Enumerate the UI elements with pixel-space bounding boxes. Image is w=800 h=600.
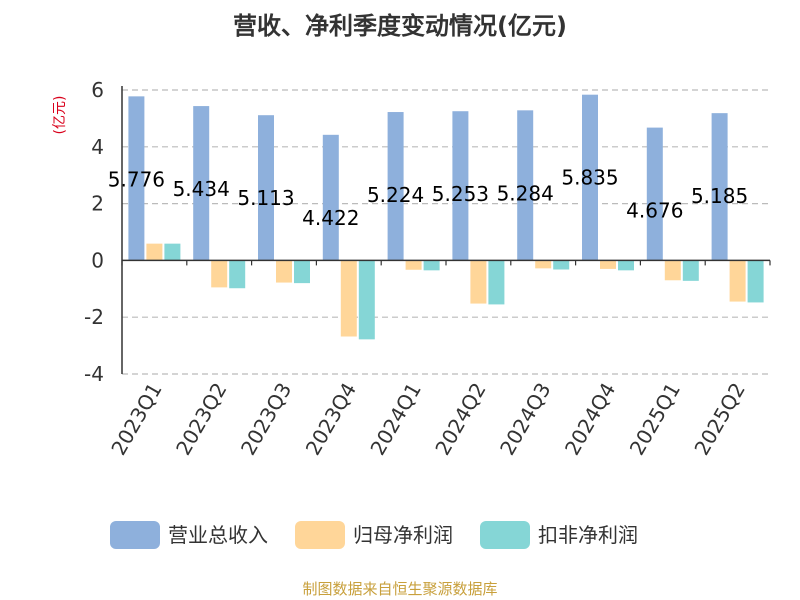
y-tick-label: -4 — [84, 362, 104, 386]
x-tick-label: 2024Q1 — [365, 379, 425, 460]
legend-swatch — [480, 521, 530, 549]
bar — [258, 115, 274, 261]
source-note: 制图数据来自恒生聚源数据库 — [302, 580, 497, 598]
y-tick-label: 4 — [91, 135, 104, 159]
bar — [387, 112, 404, 261]
bar — [646, 127, 663, 261]
y-axis-unit-label: (亿元) — [52, 96, 68, 135]
y-tick-label: 6 — [91, 78, 104, 102]
x-tick-label: 2023Q1 — [106, 379, 166, 460]
bar — [600, 260, 616, 269]
bar — [358, 260, 375, 340]
bar — [276, 260, 292, 283]
bar — [682, 260, 699, 281]
data-label: 5.776 — [108, 167, 165, 191]
y-tick-label: -2 — [84, 305, 104, 329]
bar — [164, 243, 181, 261]
bar — [553, 260, 570, 270]
bar — [618, 260, 634, 271]
bar — [535, 260, 552, 269]
bar — [405, 260, 422, 270]
data-label: 5.224 — [367, 183, 424, 207]
chart-title: 营收、净利季度变动情况(亿元) — [233, 12, 567, 40]
legend-label: 营业总收入 — [168, 523, 268, 547]
x-tick-label: 2023Q4 — [301, 379, 361, 460]
bars — [128, 94, 764, 340]
y-tick-label: 2 — [91, 192, 104, 216]
x-tick-label: 2023Q2 — [171, 379, 231, 460]
x-tick-label: 2024Q4 — [560, 379, 620, 460]
x-tick-label: 2025Q2 — [689, 379, 749, 460]
bar — [193, 106, 210, 261]
data-label: 5.253 — [432, 182, 489, 206]
bar — [146, 243, 163, 261]
data-label: 4.676 — [626, 199, 683, 223]
data-label: 5.185 — [691, 184, 748, 208]
bar — [423, 260, 440, 271]
y-axis: 6 4 2 0 -2 -4 — [84, 78, 123, 386]
data-label: 5.434 — [173, 177, 230, 201]
y-tick-label: 0 — [91, 248, 104, 272]
data-labels: 5.776 5.434 5.113 4.422 5.224 5.253 5.284 5.835… — [108, 166, 748, 230]
bar — [452, 111, 469, 261]
legend-swatch — [295, 521, 345, 549]
data-label: 5.835 — [561, 166, 618, 190]
bar — [211, 260, 228, 288]
bar — [229, 260, 246, 289]
x-tick-label: 2023Q3 — [236, 379, 296, 460]
legend-label: 扣非净利润 — [538, 523, 638, 547]
x-tick-label: 2025Q1 — [625, 379, 685, 460]
x-axis: 2023Q1 2023Q2 2023Q3 2023Q4 2024Q1 2024Q2 2024… — [106, 259, 771, 460]
x-tick-label: 2024Q2 — [430, 379, 490, 460]
bar — [664, 260, 681, 281]
bar — [322, 134, 339, 261]
bar — [729, 260, 746, 302]
bar — [470, 260, 487, 304]
bar — [747, 260, 764, 303]
data-label: 5.284 — [497, 181, 554, 205]
data-label: 5.113 — [237, 186, 294, 210]
bar — [294, 260, 310, 284]
data-label: 4.422 — [302, 206, 359, 230]
gridlines — [122, 89, 770, 375]
bar — [488, 260, 505, 305]
x-tick-label: 2024Q3 — [495, 379, 555, 460]
bar — [711, 113, 728, 261]
bar — [517, 110, 534, 261]
bar — [340, 260, 357, 337]
bar — [128, 96, 145, 261]
legend-swatch — [110, 521, 160, 549]
legend: 营业总收入 归母净利润 扣非净利润 — [110, 521, 638, 549]
legend-label: 归母净利润 — [353, 523, 453, 547]
bar — [582, 94, 598, 261]
